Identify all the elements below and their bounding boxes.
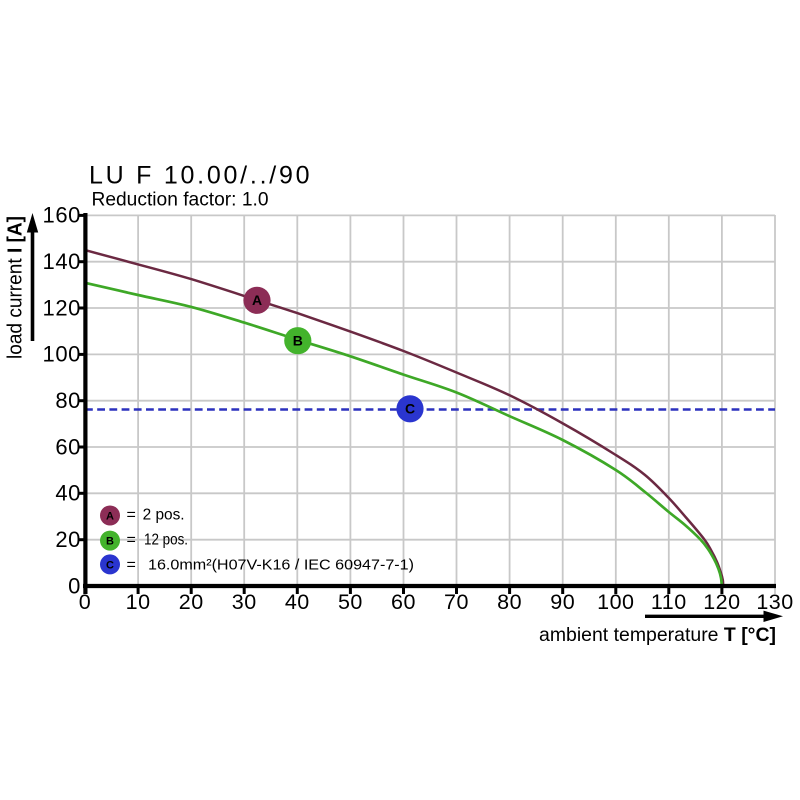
svg-text:Reduction factor: 1.0: Reduction factor: 1.0	[92, 190, 269, 211]
svg-text:load current I [A]: load current I [A]	[5, 216, 27, 359]
svg-text:B: B	[293, 333, 303, 349]
svg-text:120: 120	[42, 295, 81, 320]
svg-text:140: 140	[42, 249, 81, 274]
svg-text:=: =	[127, 532, 136, 549]
svg-text:110: 110	[651, 590, 687, 614]
svg-text:0: 0	[79, 590, 91, 614]
svg-text:=: =	[127, 556, 136, 573]
svg-text:70: 70	[444, 590, 469, 614]
svg-text:80: 80	[55, 388, 81, 413]
svg-text:20: 20	[55, 527, 81, 552]
svg-text:0: 0	[68, 573, 81, 598]
svg-text:LU F 10.00/../90: LU F 10.00/../90	[89, 162, 312, 190]
svg-text:B: B	[106, 536, 114, 548]
svg-text:16.0mm²(H07V-K16 / IEC 60947-7: 16.0mm²(H07V-K16 / IEC 60947-7-1)	[148, 556, 414, 573]
svg-text:40: 40	[55, 481, 81, 506]
svg-text:ambient temperature T [°C]: ambient temperature T [°C]	[539, 624, 776, 646]
svg-text:30: 30	[232, 590, 257, 614]
svg-text:20: 20	[179, 590, 204, 614]
svg-text:90: 90	[550, 590, 575, 614]
svg-text:120: 120	[703, 590, 740, 614]
svg-text:60: 60	[391, 590, 416, 614]
svg-text:12 pos.: 12 pos.	[144, 532, 188, 549]
svg-text:130: 130	[756, 590, 793, 614]
svg-text:=: =	[127, 507, 136, 524]
svg-text:40: 40	[285, 590, 310, 614]
svg-text:60: 60	[55, 434, 81, 459]
svg-text:160: 160	[42, 203, 81, 228]
svg-text:100: 100	[597, 590, 634, 614]
svg-text:C: C	[106, 559, 114, 571]
svg-text:A: A	[106, 510, 114, 522]
svg-text:10: 10	[126, 590, 151, 614]
svg-text:50: 50	[338, 590, 363, 614]
svg-text:80: 80	[497, 590, 522, 614]
svg-text:2 pos.: 2 pos.	[143, 507, 185, 524]
svg-text:100: 100	[42, 342, 81, 367]
svg-text:C: C	[405, 401, 415, 417]
svg-text:A: A	[252, 292, 262, 308]
